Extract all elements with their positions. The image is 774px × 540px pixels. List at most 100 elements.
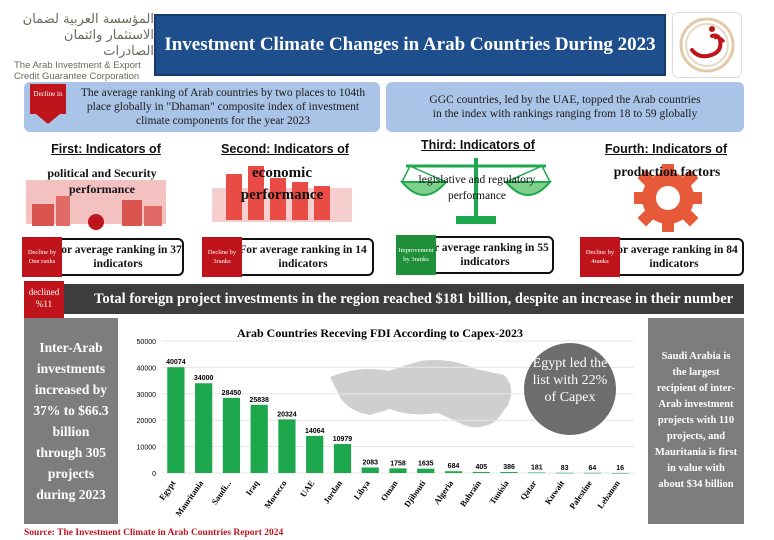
category-label: Mauritania bbox=[173, 478, 205, 518]
fdi-chart: Arab Countries Receving FDI According to… bbox=[120, 317, 640, 525]
data-label: 40074 bbox=[166, 359, 186, 366]
category-label: Egypt bbox=[157, 478, 178, 502]
bar-mauritania bbox=[195, 383, 213, 473]
data-label: 25838 bbox=[249, 397, 269, 404]
summary-gcc-box: GGC countries, led by the UAE, topped th… bbox=[386, 82, 744, 132]
dhaman-logo bbox=[672, 12, 742, 78]
y-tick-label: 20000 bbox=[137, 418, 157, 425]
category-label: Jordan bbox=[321, 478, 344, 505]
saudi-text: Saudi Arabia is the largest recipient of… bbox=[654, 351, 738, 490]
political-security-illustration-icon bbox=[26, 180, 166, 230]
category-label: Djibouti bbox=[402, 478, 428, 509]
data-label: 83 bbox=[561, 465, 569, 472]
declined-badge-label: declined %11 bbox=[28, 287, 60, 309]
data-label: 14064 bbox=[305, 428, 325, 435]
indicator-1-badge-label: Decline by One ranks bbox=[27, 249, 57, 265]
y-tick-label: 0 bbox=[152, 471, 156, 478]
decline-badge-label: Decline in bbox=[33, 90, 63, 98]
category-label: Morocco bbox=[262, 478, 289, 510]
category-label: Libya bbox=[351, 478, 372, 502]
fdi-banner: Total foreign project investments in the… bbox=[24, 284, 744, 314]
indicator-1-rank-box: For average ranking in 37 indicators bbox=[52, 238, 184, 276]
gear-icon bbox=[634, 164, 702, 232]
indicator-4-badge: Decline by 4ranks bbox=[580, 237, 620, 277]
indicator-3-label: legislative and regulatory performance bbox=[418, 174, 536, 202]
category-label: Oman bbox=[378, 478, 399, 503]
bar-palestine bbox=[583, 472, 601, 474]
data-label: 34000 bbox=[194, 375, 214, 382]
bar-qatar bbox=[528, 472, 546, 474]
org-name-english-2: Credit Guarantee Corporation bbox=[14, 71, 140, 82]
indicator-4-label: production factors bbox=[613, 164, 721, 179]
bar-morocco bbox=[278, 419, 296, 473]
indicator-3-rank-text: For average ranking in 55 indicators bbox=[421, 242, 549, 268]
indicator-1-label: political and Security performance bbox=[47, 166, 157, 196]
indicator-3-rank-box: For average ranking in 55 indicators bbox=[416, 236, 554, 274]
bar-uae bbox=[306, 435, 324, 473]
data-label: 684 bbox=[448, 463, 460, 470]
indicator-2-title: Second: Indicators of bbox=[221, 142, 349, 156]
fdi-bar-chart: Arab Countries Receving FDI According to… bbox=[137, 326, 634, 518]
data-label: 64 bbox=[588, 465, 596, 472]
bar-iraq bbox=[250, 404, 268, 473]
bar-jordan bbox=[333, 444, 352, 473]
indicator-4-rank-box: For average ranking in 84 indicators bbox=[604, 238, 744, 276]
decline-pointer-icon bbox=[36, 114, 60, 124]
category-label: Algeria bbox=[432, 478, 456, 506]
bar-libya bbox=[361, 467, 379, 473]
org-name-english-1: The Arab Investment & Export bbox=[14, 60, 141, 71]
indicator-1-title: First: Indicators of bbox=[51, 142, 161, 156]
summary-ranking-box: The average ranking of Arab countries by… bbox=[24, 82, 380, 132]
source-note: Source: The Investment Climate in Arab C… bbox=[24, 528, 284, 538]
bar-lebanon bbox=[611, 472, 629, 474]
summary-gcc-text: GGC countries, led by the UAE, topped th… bbox=[429, 94, 701, 120]
bar-tunisia bbox=[500, 471, 518, 473]
decline-badge: Decline in bbox=[30, 84, 66, 114]
y-tick-label: 30000 bbox=[137, 392, 157, 399]
egypt-callout-text: Egypt led the list with 22% of Capex bbox=[532, 356, 608, 405]
category-label: Iraq bbox=[243, 478, 261, 497]
y-tick-label: 40000 bbox=[137, 365, 157, 372]
data-label: 16 bbox=[616, 465, 624, 472]
category-label: Qatar bbox=[518, 478, 539, 502]
indicator-4-title: Fourth: Indicators of bbox=[604, 142, 728, 156]
indicator-3-title: Third: Indicators of bbox=[421, 138, 535, 152]
title-bar: Investment Climate Changes in Arab Count… bbox=[154, 14, 666, 76]
indicator-3-badge: Improvement by 3ranks bbox=[396, 235, 436, 275]
data-label: 405 bbox=[475, 464, 487, 471]
bar-bahrain bbox=[472, 471, 490, 473]
economic-chart-illustration-icon bbox=[212, 166, 352, 222]
org-logo-text: المؤسسة العربية لضمان الاستثمار وائتمان … bbox=[14, 12, 154, 82]
fdi-banner-text: Total foreign project investments in the… bbox=[94, 290, 734, 307]
page-title: Investment Climate Changes in Arab Count… bbox=[164, 34, 656, 55]
indicator-3-badge-label: Improvement by 3ranks bbox=[398, 247, 434, 263]
category-label: Bahrain bbox=[458, 478, 483, 508]
indicator-4-rank-text: For average ranking in 84 indicators bbox=[610, 244, 738, 270]
category-label: Kuwait bbox=[543, 478, 567, 506]
data-label: 28450 bbox=[222, 390, 242, 397]
category-label: Lebanon bbox=[595, 478, 622, 510]
bar-kuwait bbox=[555, 472, 574, 474]
inter-arab-panel: Inter-Arab investments increased by 37% … bbox=[24, 318, 118, 524]
data-label: 20324 bbox=[277, 411, 297, 418]
indicator-4-badge-label: Decline by 4ranks bbox=[585, 249, 615, 265]
indicator-2-badge: Decline by 3ranks bbox=[202, 237, 242, 277]
y-tick-label: 10000 bbox=[137, 445, 157, 452]
dhaman-emblem-icon bbox=[679, 17, 735, 73]
indicator-1-rank-text: For average ranking in 37 indicators bbox=[54, 244, 182, 270]
data-label: 1635 bbox=[418, 461, 434, 468]
bar-djibouti bbox=[417, 468, 435, 473]
indicator-1-badge: Decline by One ranks bbox=[22, 237, 62, 277]
category-label: Palestine bbox=[567, 478, 594, 511]
bar-oman bbox=[389, 468, 407, 473]
data-label: 10979 bbox=[333, 436, 353, 443]
org-name-arabic-2: الاستثمار وائتمان الصادرات bbox=[63, 28, 154, 59]
bar-egypt bbox=[167, 367, 185, 473]
egypt-callout-bubble bbox=[524, 343, 616, 435]
summary-ranking-text: The average ranking of Arab countries by… bbox=[80, 87, 366, 127]
org-name-arabic-1: المؤسسة العربية لضمان bbox=[22, 12, 154, 27]
indicator-2-badge-label: Decline by 3ranks bbox=[207, 249, 237, 265]
category-label: Saudi... bbox=[209, 478, 233, 506]
data-label: 181 bbox=[531, 465, 543, 472]
data-label: 386 bbox=[503, 464, 515, 471]
